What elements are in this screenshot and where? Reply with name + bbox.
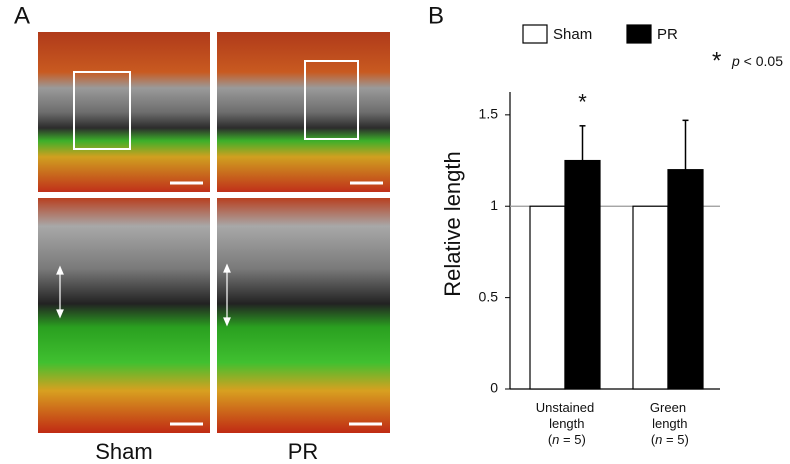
annotation-text: p < 0.05: [731, 53, 783, 69]
bar: [529, 205, 566, 390]
significance-mark: *: [578, 90, 587, 115]
micrograph: [217, 198, 390, 433]
zoom-box: [304, 60, 359, 140]
panel-label: A: [14, 2, 30, 29]
micrograph: [38, 198, 210, 433]
legend-label: Sham: [553, 26, 592, 43]
y-axis-label: Relative length: [440, 151, 465, 297]
bar: [564, 159, 601, 390]
legend-label: PR: [657, 26, 678, 43]
zoom-box: [73, 71, 131, 150]
micrograph: [38, 32, 210, 192]
y-tick-label: 0.5: [479, 288, 499, 304]
column-label: Sham: [95, 439, 152, 464]
micrographs: [38, 32, 390, 433]
y-tick-label: 1: [490, 197, 498, 213]
column-label: PR: [288, 439, 319, 464]
y-tick-label: 1.5: [479, 106, 499, 122]
length-arrows: [56, 263, 231, 327]
x-tick-label: Green length (n = 5): [647, 400, 689, 447]
bar: [667, 169, 704, 390]
error-bar: [682, 119, 689, 170]
annotation-symbol: *: [712, 47, 721, 74]
micrograph: [217, 32, 390, 192]
error-bar: [579, 125, 586, 161]
bar: [632, 205, 669, 390]
panel-label: B: [428, 2, 444, 29]
legend-swatch: [626, 24, 652, 44]
x-tick-label: Unstained length (n = 5): [536, 400, 595, 447]
y-tick-label: 0: [490, 380, 498, 396]
legend-swatch: [522, 24, 548, 44]
